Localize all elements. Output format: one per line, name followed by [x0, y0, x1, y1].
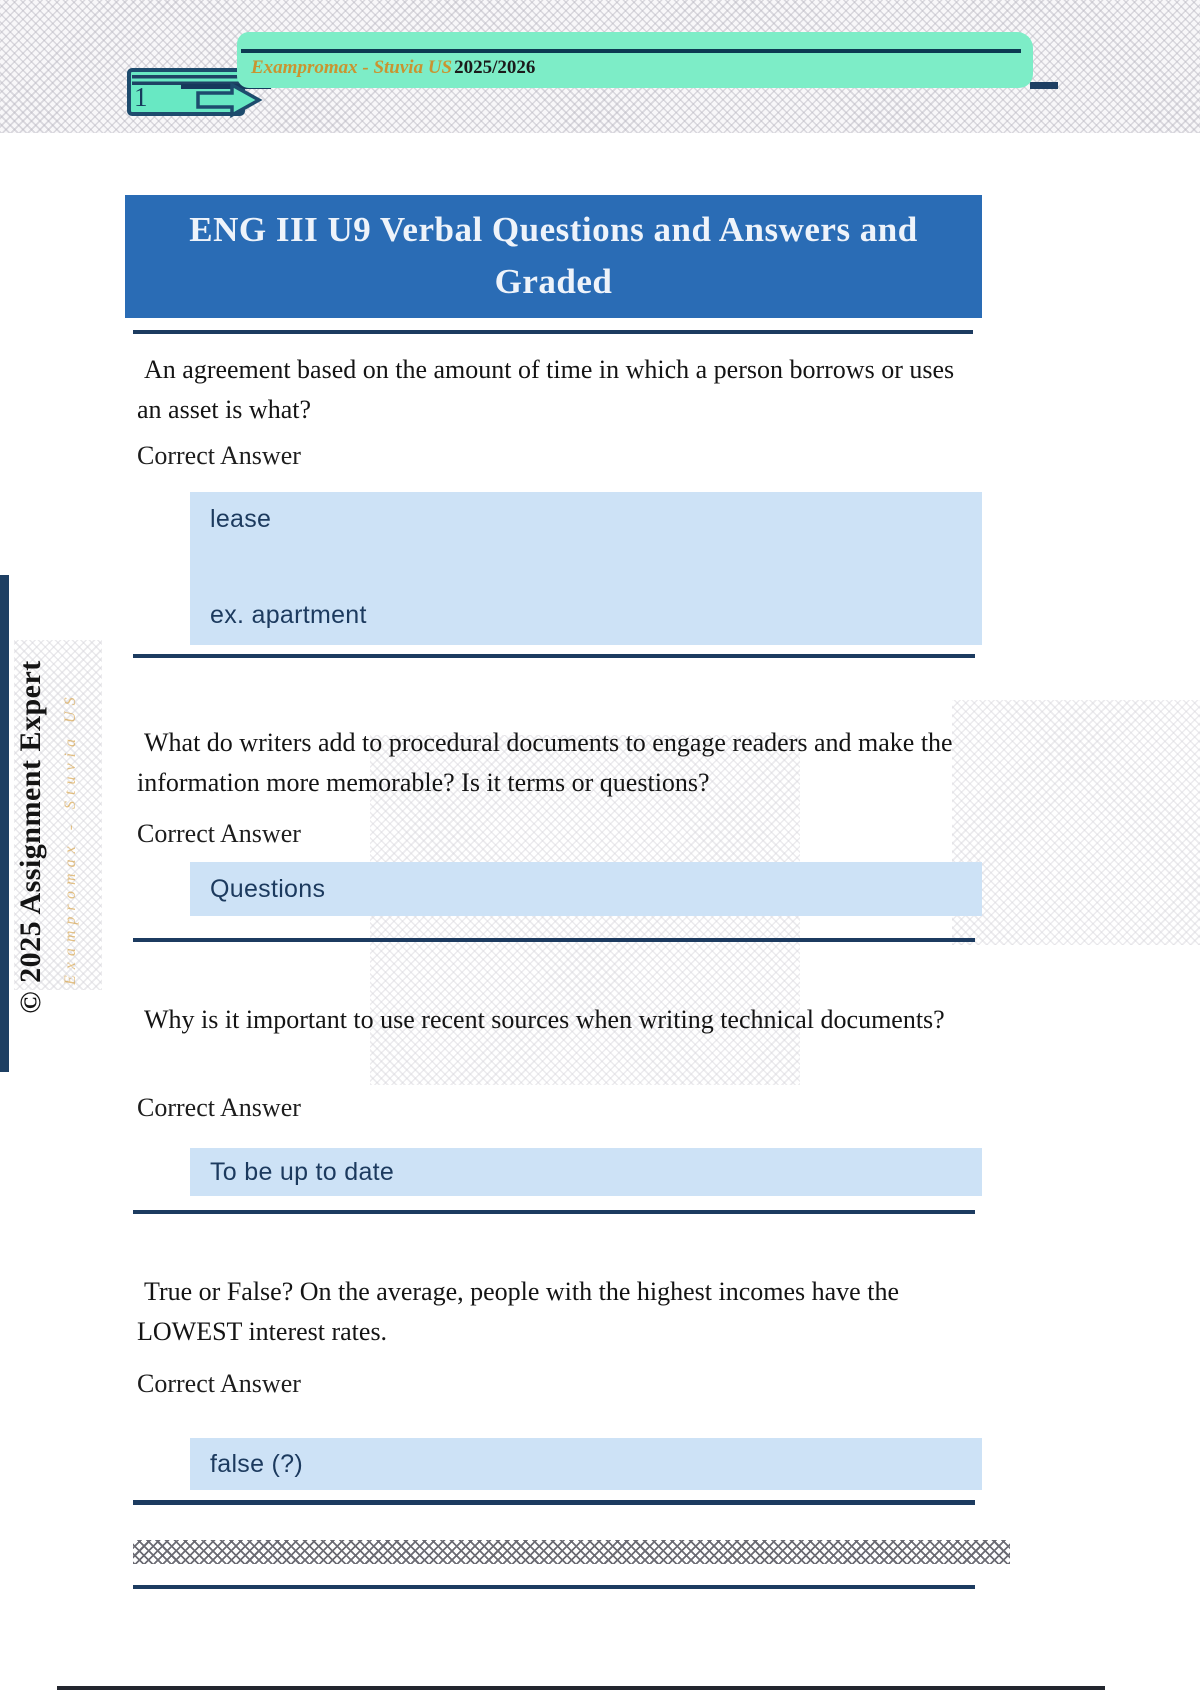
section-divider [133, 938, 975, 942]
page-title-line1: ENG III U9 Verbal Questions and Answers … [189, 210, 918, 249]
answer-box: To be up to date [190, 1148, 982, 1196]
answer-line: false (?) [210, 1449, 304, 1478]
brand-text: Exampromax - Stuvia US 2025/2026 [251, 56, 535, 80]
margin-texture-patch [14, 640, 102, 990]
answer-line: lease [210, 505, 272, 533]
vertical-watermark-text: Exampromax - Stuvia US [62, 691, 79, 985]
bottom-divider [133, 1585, 975, 1589]
banner-underline [133, 330, 973, 334]
correct-answer-label: Correct Answer [137, 1093, 301, 1122]
pill-rule-line [241, 49, 1021, 53]
page-bookmark-icon [127, 68, 271, 118]
page-number: 1 [134, 82, 148, 112]
question-text: Why is it important to use recent source… [144, 1005, 945, 1034]
correct-answer-label: Correct Answer [137, 441, 301, 470]
answer-box: lease ex. apartment [190, 492, 982, 645]
question-text: An agreement based on the amount of time… [137, 355, 955, 424]
watermark-texture-patch [952, 700, 1200, 945]
zigzag-separator [133, 1540, 1010, 1564]
page-title-line2: Graded [494, 262, 613, 301]
answer-line: Questions [210, 874, 326, 903]
section-divider [133, 1210, 975, 1214]
brand-edition: 2025/2026 [454, 57, 536, 78]
correct-answer-label: Correct Answer [137, 819, 301, 848]
section-divider [133, 1500, 975, 1505]
answer-box: Questions [190, 862, 982, 916]
pill-corner-dash [1030, 82, 1058, 89]
answer-line: ex. apartment [210, 601, 367, 629]
answer-box: false (?) [190, 1438, 982, 1490]
section-divider [133, 654, 975, 658]
correct-answer-label: Correct Answer [137, 1369, 301, 1398]
left-margin-bar [0, 575, 9, 1072]
page-edge-line [57, 1686, 1105, 1690]
brand-header-pill: Exampromax - Stuvia US 2025/2026 [237, 32, 1033, 88]
vertical-copyright-text: © 2025 Assignment Expert [14, 660, 47, 1014]
question-text: What do writers add to procedural docume… [137, 728, 953, 797]
answer-line: To be up to date [210, 1157, 395, 1186]
brand-name: Exampromax - Stuvia US [251, 57, 453, 78]
title-banner: ENG III U9 Verbal Questions and Answers … [125, 195, 982, 318]
question-text: True or False? On the average, people wi… [137, 1277, 899, 1346]
